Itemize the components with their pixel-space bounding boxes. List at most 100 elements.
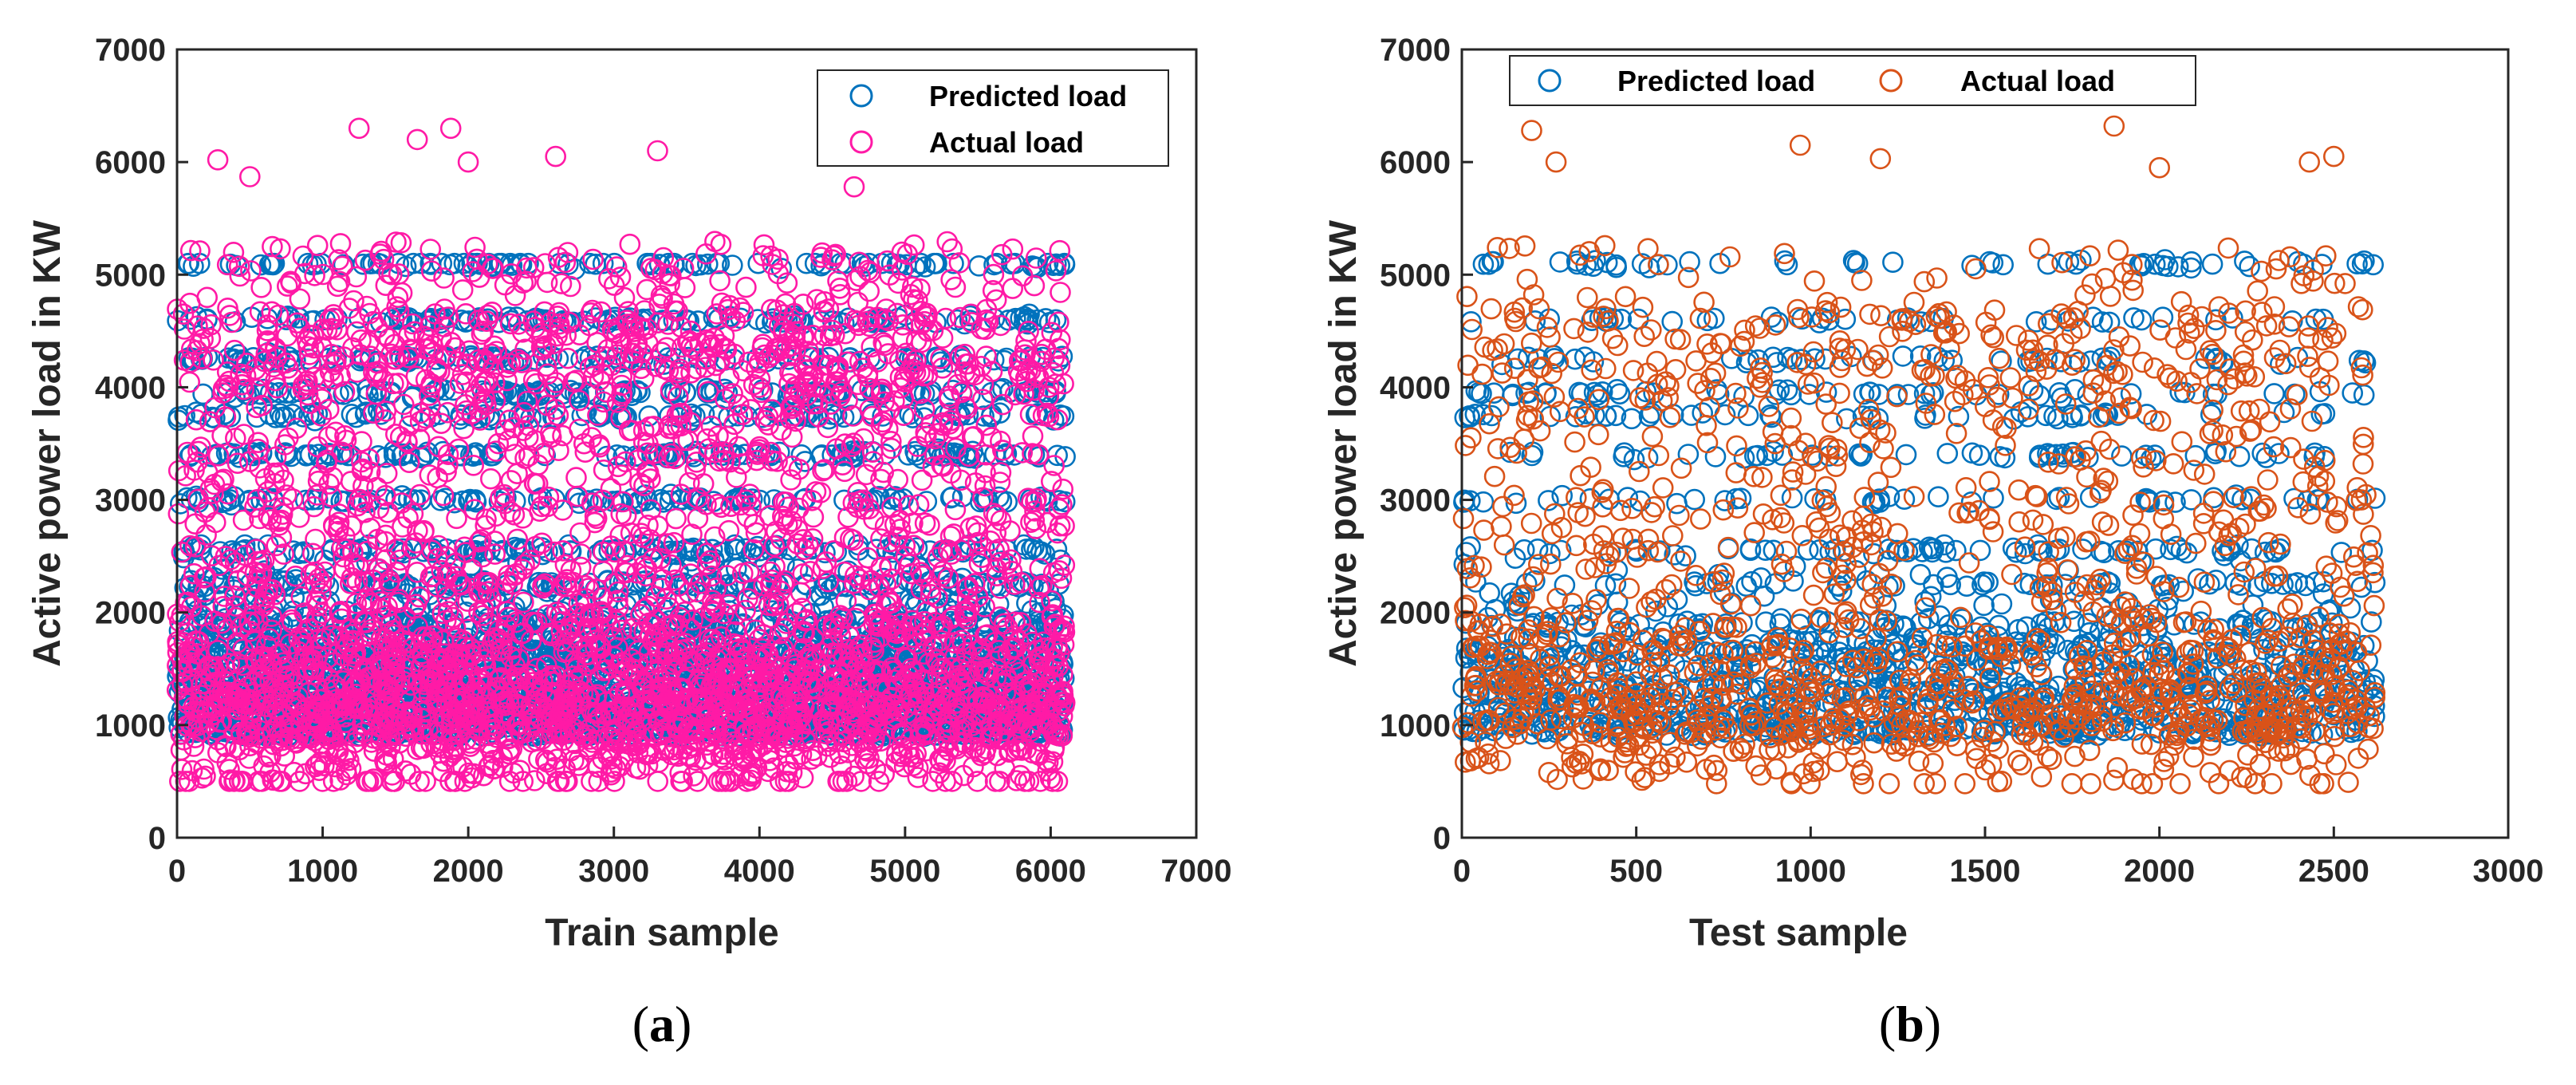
predicted-load-point: [480, 444, 502, 467]
actual-load-point: [522, 369, 545, 391]
predicted-load-point: [419, 252, 442, 274]
actual-load-point: [517, 426, 539, 448]
actual-load-point: [179, 292, 201, 314]
actual-load-point: [1010, 612, 1032, 633]
actual-load-point: [550, 273, 573, 294]
actual-load-point: [231, 654, 254, 677]
actual-load-point: [384, 348, 407, 370]
actual-load-point: [447, 351, 469, 373]
predicted-load-point: [1038, 311, 1061, 333]
actual-load-point: [199, 327, 222, 349]
predicted-load-point: [293, 541, 315, 563]
actual-load-point: [518, 415, 540, 436]
predicted-load-point: [339, 381, 361, 403]
actual-load-point: [835, 590, 857, 612]
actual-load-point: [697, 381, 719, 403]
actual-load-point: [908, 494, 930, 515]
actual-load-point: [669, 762, 691, 784]
predicted-load-point: [269, 612, 290, 634]
actual-load-point: [1043, 455, 1065, 476]
predicted-load-point: [295, 444, 317, 466]
predicted-load-point: [849, 592, 870, 614]
actual-load-point: [290, 586, 313, 608]
actual-load-point: [427, 535, 450, 557]
predicted-load-point: [701, 539, 723, 561]
actual-load-point: [506, 528, 529, 550]
actual-load-point: [660, 380, 682, 401]
predicted-load-point: [589, 406, 611, 428]
actual-load-point: [1043, 740, 1065, 762]
actual-load-point: [990, 462, 1012, 483]
actual-load-point: [471, 323, 493, 345]
actual-load-point: [534, 749, 557, 771]
actual-load-point: [695, 357, 717, 378]
predicted-load-point: [282, 403, 304, 425]
predicted-load-point: [939, 487, 962, 509]
actual-load-point: [223, 241, 245, 263]
actual-load-point: [275, 484, 297, 506]
actual-load-point: [907, 767, 929, 788]
predicted-load-point: [726, 539, 748, 561]
predicted-load-point: [242, 346, 265, 369]
actual-load-point: [670, 483, 692, 505]
actual-load-point: [764, 555, 786, 578]
actual-load-point: [560, 559, 582, 582]
actual-load-point: [1006, 770, 1028, 791]
actual-load-point: [954, 343, 976, 365]
predicted-load-point: [987, 574, 1009, 597]
actual-load-point: [1004, 611, 1026, 633]
actual-load-point: [1042, 562, 1065, 584]
actual-load-point: [1051, 494, 1073, 515]
actual-load-point: [745, 522, 767, 544]
chart-a-svg: 0 1000 2000 3000 4000 5000 6000 7000 0100020003…: [26, 33, 1231, 1052]
actual-load-point: [1046, 408, 1069, 431]
predicted-load-point: [999, 381, 1021, 403]
predicted-load-point: [399, 442, 420, 464]
predicted-load-point: [638, 405, 660, 427]
actual-load-point: [304, 265, 325, 286]
predicted-load-point: [443, 491, 466, 514]
actual-load-point: [735, 723, 757, 745]
actual-load-point: [513, 591, 534, 614]
actual-load-point: [229, 265, 251, 287]
actual-load-point: [805, 745, 828, 767]
actual-load-point: [895, 546, 917, 568]
actual-load-point: [949, 306, 971, 329]
actual-load-point: [189, 240, 211, 262]
predicted-load-point: [924, 253, 946, 274]
predicted-load-point: [250, 443, 273, 464]
actual-load-point: [310, 404, 333, 427]
predicted-load-point: [388, 575, 411, 598]
predicted-load-point: [269, 403, 291, 424]
predicted-load-point: [892, 487, 914, 510]
actual-load-point: [454, 771, 476, 792]
predicted-load-point: [946, 309, 968, 331]
actual-load-point: [984, 771, 1006, 792]
actual-load-point: [903, 535, 925, 557]
actual-load-point: [181, 760, 203, 782]
predicted-load-point: [1025, 404, 1047, 426]
actual-load-point: [613, 286, 636, 309]
predicted-load-point: [959, 384, 981, 406]
actual-load-point: [940, 543, 963, 565]
actual-load-point: [879, 556, 901, 578]
actual-load-point: [261, 606, 282, 627]
chart-panel-a: 0 1000 2000 3000 4000 5000 6000 7000 0 1000 2000 3…: [26, 33, 1231, 1052]
actual-load-point: [433, 267, 455, 289]
actual-load-point: [792, 529, 814, 550]
actual-load-point: [532, 574, 553, 597]
predicted-load-point: [823, 575, 845, 597]
actual-load-point: [1023, 274, 1046, 297]
actual-load-point: [593, 541, 614, 563]
predicted-load-point: [1034, 543, 1056, 565]
actual-load-point: [367, 528, 388, 550]
actual-load-point: [875, 298, 897, 320]
actual-load-point: [228, 255, 250, 278]
predicted-load-point: [663, 310, 685, 331]
predicted-load-point: [690, 491, 712, 512]
predicted-load-point: [795, 252, 817, 274]
actual-load-point: [172, 303, 195, 326]
actual-load-point: [270, 238, 291, 260]
actual-load-point: [350, 329, 372, 351]
actual-load-point: [672, 771, 693, 792]
